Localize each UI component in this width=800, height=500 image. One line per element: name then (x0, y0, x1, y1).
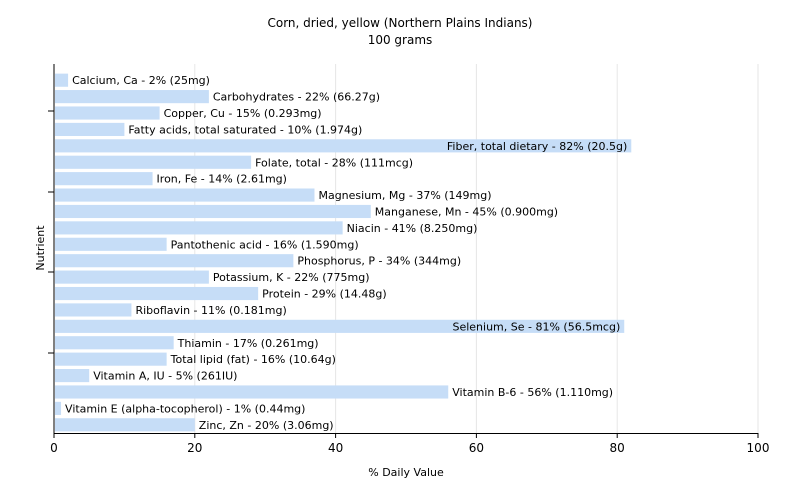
bar (55, 172, 153, 186)
bar (55, 106, 160, 120)
bar (55, 122, 125, 136)
bar-label: Carbohydrates - 22% (66.27g) (213, 91, 380, 104)
bar (55, 369, 90, 383)
bar-label: Protein - 29% (14.48g) (262, 288, 387, 301)
x-tick-label: 20 (187, 441, 202, 455)
x-tick-label: 100 (747, 441, 770, 455)
bar-label: Vitamin A, IU - 5% (261IU) (93, 370, 237, 383)
x-tick-label: 40 (328, 441, 343, 455)
bar (55, 221, 343, 235)
bar (55, 139, 632, 153)
x-tick-label: 80 (610, 441, 625, 455)
grid (194, 64, 759, 433)
bar (55, 336, 174, 350)
bar (55, 319, 625, 333)
bar (55, 385, 449, 399)
bar-label: Vitamin B-6 - 56% (1.110mg) (452, 386, 613, 399)
bar (55, 352, 167, 366)
bar (55, 286, 259, 301)
bar (55, 418, 195, 432)
bars: Calcium, Ca - 2% (25mg)Carbohydrates - 2… (55, 73, 632, 432)
bar (55, 204, 371, 219)
bar (55, 254, 294, 268)
y-axis-label: Nutrient (34, 225, 47, 271)
bar-label: Phosphorus, P - 34% (344mg) (297, 255, 461, 268)
bar-label: Manganese, Mn - 45% (0.900mg) (375, 205, 558, 218)
bar-label: Pantothenic acid - 16% (1.590mg) (171, 238, 359, 251)
bar (55, 188, 315, 202)
bar (55, 155, 252, 169)
chart-title: Corn, dried, yellow (Northern Plains Ind… (267, 16, 532, 30)
bar-label: Selenium, Se - 81% (56.5mcg) (452, 320, 620, 333)
x-tick-label: 60 (469, 441, 484, 455)
bar-label: Copper, Cu - 15% (0.293mg) (164, 107, 322, 120)
bar (55, 90, 209, 104)
bar-label: Zinc, Zn - 20% (3.06mg) (199, 419, 334, 432)
bar-label: Fatty acids, total saturated - 10% (1.97… (128, 123, 362, 136)
bar-label: Iron, Fe - 14% (2.61mg) (157, 173, 287, 186)
bar-label: Niacin - 41% (8.250mg) (347, 222, 478, 235)
bar-label: Fiber, total dietary - 82% (20.5g) (447, 140, 627, 153)
chart-subtitle: 100 grams (368, 33, 433, 47)
x-axis-label: % Daily Value (368, 466, 444, 479)
bar (55, 270, 209, 284)
bar-label: Total lipid (fat) - 16% (10.64g) (170, 353, 336, 366)
bar-label: Calcium, Ca - 2% (25mg) (72, 74, 210, 87)
bar-label: Potassium, K - 22% (775mg) (213, 271, 370, 284)
bar (55, 73, 69, 87)
bar-label: Thiamin - 17% (0.261mg) (177, 337, 319, 350)
bar (55, 401, 62, 415)
x-tick-label: 0 (50, 441, 58, 455)
bar (55, 237, 167, 251)
axes: 0 20 40 60 80 100 (48, 64, 769, 455)
bar (55, 303, 132, 317)
bar-label: Riboflavin - 11% (0.181mg) (135, 304, 286, 317)
bar-label: Magnesium, Mg - 37% (149mg) (318, 189, 491, 202)
bar-label: Vitamin E (alpha-tocopherol) - 1% (0.44m… (65, 402, 305, 415)
bar-label: Folate, total - 28% (111mcg) (255, 156, 413, 169)
